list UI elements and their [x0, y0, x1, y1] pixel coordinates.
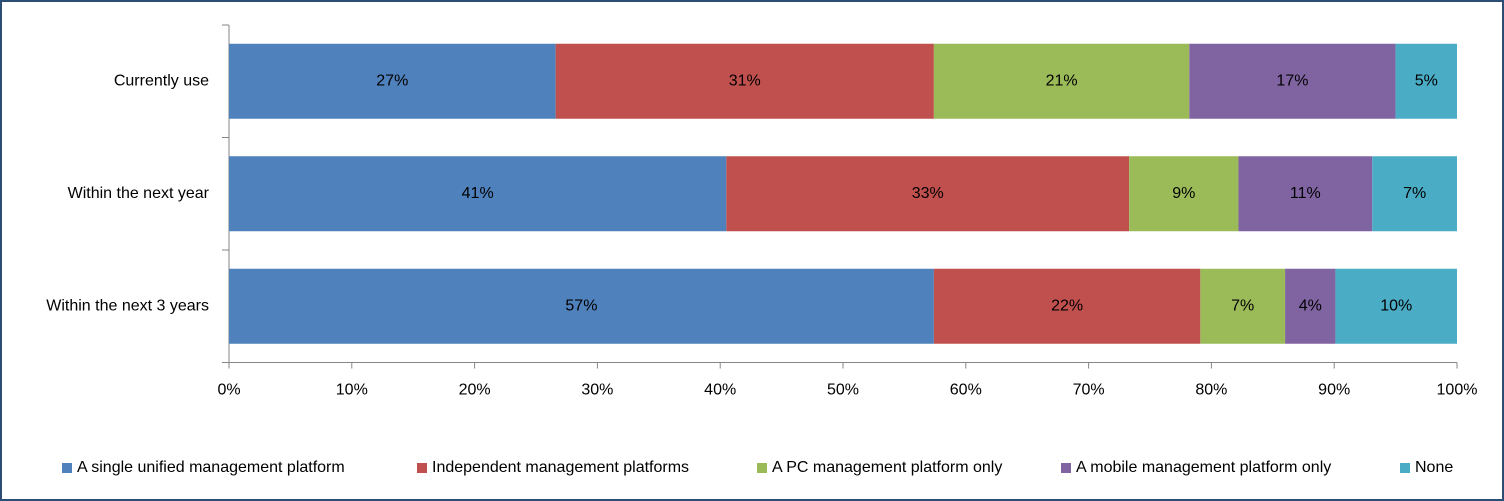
bar-segment	[1395, 43, 1457, 119]
legend-swatch	[1061, 463, 1071, 473]
legend-label: Independent management platforms	[432, 459, 689, 476]
legend-swatch	[62, 463, 72, 473]
bar-segment	[1335, 268, 1457, 344]
legend-swatch	[417, 463, 427, 473]
data-label: 41%	[462, 185, 494, 202]
bar-segment	[1129, 156, 1239, 232]
data-label: 17%	[1276, 72, 1308, 89]
x-tick-label: 70%	[1073, 382, 1105, 399]
x-tick-label: 10%	[336, 382, 368, 399]
data-label: 21%	[1046, 72, 1078, 89]
data-label: 9%	[1172, 185, 1195, 202]
bar-segment	[1285, 268, 1336, 344]
x-tick-label: 100%	[1437, 382, 1478, 399]
y-tick-label: Within the next year	[68, 185, 210, 202]
y-tick-label: Within the next 3 years	[46, 297, 209, 314]
data-label: 7%	[1231, 297, 1254, 314]
data-label: 31%	[729, 72, 761, 89]
x-tick-label: 40%	[704, 382, 736, 399]
bar-segment	[1238, 156, 1373, 232]
legend-label: A PC management platform only	[772, 459, 1002, 476]
bar-segment	[1200, 268, 1286, 344]
x-tick-label: 80%	[1195, 382, 1227, 399]
bar-segment	[933, 268, 1201, 344]
x-tick-label: 20%	[459, 382, 491, 399]
legend-swatch	[757, 463, 767, 473]
bar-segment	[1189, 43, 1396, 119]
data-label: 10%	[1380, 297, 1412, 314]
data-label: 4%	[1299, 297, 1322, 314]
x-tick-label: 50%	[827, 382, 859, 399]
legend-label: A mobile management platform only	[1076, 459, 1331, 476]
legend-label: None	[1415, 459, 1453, 476]
bar-segment	[1372, 156, 1457, 232]
data-label: 27%	[376, 72, 408, 89]
data-label: 57%	[565, 297, 597, 314]
x-tick-label: 30%	[581, 382, 613, 399]
bar-segment	[229, 43, 556, 119]
data-label: 5%	[1415, 72, 1438, 89]
x-tick-label: 90%	[1318, 382, 1350, 399]
data-label: 11%	[1290, 185, 1321, 202]
bar-segment	[229, 156, 727, 232]
bar-segment	[933, 43, 1190, 119]
x-tick-label: 0%	[217, 382, 240, 399]
data-label: 33%	[912, 185, 944, 202]
data-label: 22%	[1051, 297, 1083, 314]
bar-segment	[555, 43, 934, 119]
legend-label: A single unified management platform	[77, 459, 345, 476]
legend-swatch	[1400, 463, 1410, 473]
y-tick-label: Currently use	[114, 72, 209, 89]
bar-segment	[726, 156, 1130, 232]
data-label: 7%	[1403, 185, 1426, 202]
bar-segment	[229, 268, 934, 344]
x-tick-label: 60%	[950, 382, 982, 399]
